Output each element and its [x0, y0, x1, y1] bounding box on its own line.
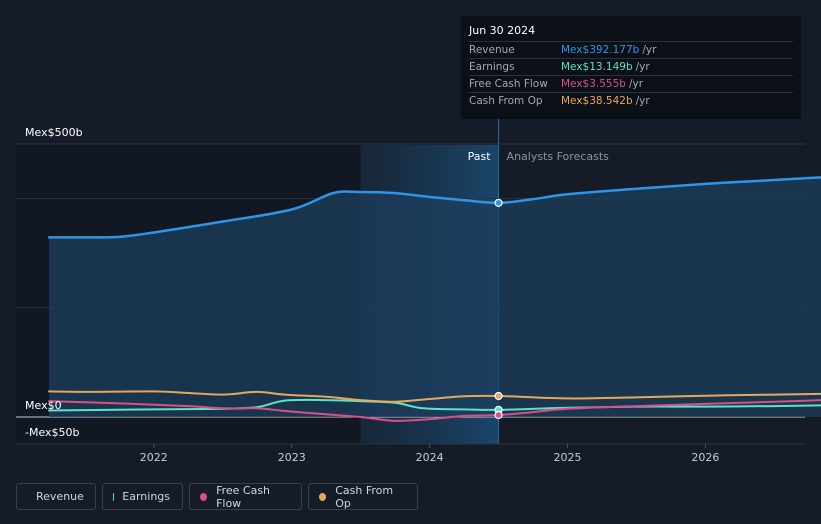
past-label: Past: [468, 150, 492, 163]
x-tick-label: 2022: [140, 451, 168, 464]
tooltip-panel: Jun 30 2024 Revenue Mex$392.177b/yr Earn…: [461, 16, 801, 119]
legend-item-cash-from-op[interactable]: Cash From Op: [308, 483, 418, 510]
tooltip-value: Mex$3.555b/yr: [561, 78, 644, 90]
free-cash-flow-line: [48, 399, 821, 422]
tooltip-row-cash-from-op: Cash From Op Mex$38.542b/yr: [469, 92, 793, 110]
x-tick-label: 2024: [416, 451, 444, 464]
tooltip-label: Revenue: [469, 44, 515, 56]
x-tick-label: 2026: [691, 451, 719, 464]
y-tick-label: -Mex$50b: [25, 426, 80, 439]
forecast-label: Analysts Forecasts: [507, 150, 610, 163]
tooltip-value: Mex$38.542b/yr: [561, 95, 650, 107]
free-cash-flow-point[interactable]: [494, 410, 503, 420]
tooltip-row-free-cash-flow: Free Cash Flow Mex$3.555b/yr: [469, 75, 793, 93]
legend-dot-icon: [319, 492, 327, 501]
legend-label: Cash From Op: [335, 483, 394, 510]
tooltip-value: Mex$392.177b/yr: [561, 44, 657, 56]
legend-item-revenue[interactable]: Revenue: [16, 483, 96, 510]
cash-from-op-point[interactable]: [494, 391, 503, 401]
y-tick-label: Mex$0: [25, 399, 62, 412]
legend-label: Earnings: [122, 490, 170, 503]
tooltip-value: Mex$13.149b/yr: [561, 61, 650, 73]
x-tick-label: 2025: [554, 451, 582, 464]
legend-dot-icon: [200, 492, 208, 501]
legend-label: Free Cash Flow: [216, 483, 271, 510]
legend-item-free-cash-flow[interactable]: Free Cash Flow: [189, 483, 302, 510]
tooltip-label: Free Cash Flow: [469, 78, 548, 90]
revenue-area: [49, 177, 821, 417]
tooltip-date: Jun 30 2024: [469, 24, 536, 37]
legend-label: Revenue: [36, 490, 84, 503]
y-tick-label: Mex$500b: [25, 126, 83, 139]
x-tick-label: 2023: [278, 451, 306, 464]
tooltip-row-revenue: Revenue Mex$392.177b/yr: [469, 41, 793, 59]
legend: Revenue Earnings Free Cash Flow Cash Fro…: [16, 483, 418, 510]
tooltip-label: Cash From Op: [469, 95, 543, 107]
revenue-line: [47, 176, 821, 239]
legend-item-earnings[interactable]: Earnings: [102, 483, 183, 510]
cash-from-op-line: [48, 390, 821, 403]
revenue-point[interactable]: [494, 198, 503, 207]
tooltip-label: Earnings: [469, 61, 515, 73]
tooltip-row-earnings: Earnings Mex$13.149b/yr: [469, 58, 793, 76]
